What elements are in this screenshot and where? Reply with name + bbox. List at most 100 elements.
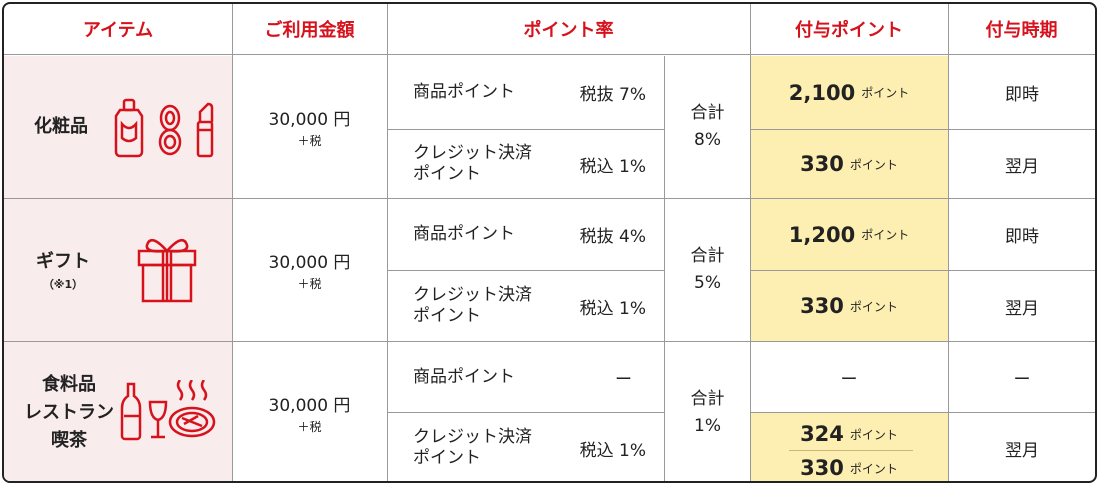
points-column-bg-row3 <box>750 412 948 481</box>
price-row3: 30,000 円 ＋税 <box>232 342 387 481</box>
points-value: 330 <box>800 152 844 176</box>
tax-label: ＋税 <box>297 134 322 148</box>
points-unit: ポイント <box>861 86 910 100</box>
timing-product-row3: ー <box>1013 369 1031 390</box>
item-bg-row3 <box>4 342 232 481</box>
divider <box>232 4 233 481</box>
timing-credit-row2: 翌月 <box>1005 298 1039 319</box>
amount: 30,000 円 <box>268 253 351 273</box>
granted-product-row2: 1,200 ポイント <box>750 199 948 270</box>
credit-point-row3: クレジット決済 ポイント 税込 1% <box>387 413 664 481</box>
header-rate: ポイント率 <box>387 4 750 55</box>
subrow-divider <box>387 412 664 413</box>
points-value: 330 <box>800 456 844 480</box>
total-label: 合計 <box>690 388 725 409</box>
credit-point-row2: クレジット決済 ポイント 税込 1% <box>387 271 664 341</box>
item-label: 化粧品 <box>34 116 88 137</box>
tax-label: ＋税 <box>297 277 322 291</box>
price-row2: 30,000 円 ＋税 <box>232 199 387 341</box>
item-bg-row2 <box>4 199 232 341</box>
product-point-row2: 商品ポイント 税抜 4% <box>387 199 664 270</box>
timing-product-row1: 即時 <box>1005 85 1039 105</box>
divider <box>948 4 949 481</box>
total-rate-row2: 合計 5% <box>665 199 750 341</box>
product-point-label: 商品ポイント <box>413 224 515 244</box>
product-point-row3: 商品ポイント ー <box>387 342 664 412</box>
timing-credit-row1: 翌月 <box>1005 156 1039 177</box>
row-divider <box>4 198 1095 199</box>
divider <box>387 4 388 481</box>
granted-credit-row2: 330 ポイント <box>750 271 948 341</box>
points-unit: ポイント <box>849 461 898 476</box>
item-label: レストラン <box>24 401 114 423</box>
points-unit: ポイント <box>849 157 898 172</box>
credit-point-rate: 税込 1% <box>579 440 646 461</box>
amount: 30,000 円 <box>268 110 351 130</box>
credit-point-rate: 税込 1% <box>579 298 646 319</box>
product-point-rate: 税抜 4% <box>579 227 646 247</box>
credit-point-label: ポイント <box>413 164 481 184</box>
row-divider <box>4 341 1095 342</box>
product-point-rate: 税抜 7% <box>579 85 646 105</box>
credit-point-label: ポイント <box>413 306 481 326</box>
item-label: ギフト <box>36 251 90 272</box>
divider <box>750 4 751 481</box>
credit-point-row1: クレジット決済 ポイント 税込 1% <box>387 130 664 198</box>
subrow-divider <box>387 129 664 130</box>
price-row1: 30,000 円 ＋税 <box>232 56 387 198</box>
item-name-row2: ギフト （※1） <box>36 199 90 341</box>
total-value: 8% <box>694 130 721 150</box>
points-value: 2,100 <box>788 80 856 105</box>
total-value: 1% <box>694 415 721 436</box>
points-unit: ポイント <box>861 228 910 242</box>
points-unit: ポイント <box>849 427 898 442</box>
header-amount: ご利用金額 <box>232 4 387 55</box>
credit-point-label: クレジット決済 <box>413 143 532 163</box>
item-label: 喫茶 <box>51 429 87 451</box>
granted-credit-row3-b: 330 ポイント <box>750 453 948 481</box>
timing-product-row2: 即時 <box>1005 227 1039 247</box>
granted-product-row3: ー <box>750 342 948 412</box>
header-timing: 付与時期 <box>948 4 1095 55</box>
granted-credit-row1: 330 ポイント <box>750 130 948 198</box>
item-note: （※1） <box>42 278 84 291</box>
divider <box>664 56 665 481</box>
credit-point-label: ポイント <box>413 448 481 468</box>
points-value: 330 <box>800 294 844 318</box>
subrow-divider <box>750 412 1095 413</box>
product-point-rate: ー <box>615 369 632 390</box>
points-value: 1,200 <box>788 222 856 247</box>
credit-point-label: クレジット決済 <box>413 285 532 305</box>
item-name-row3: 食料品 レストラン 喫茶 <box>24 342 114 481</box>
granted-product-row1: 2,100 ポイント <box>750 56 948 129</box>
item-name-row1: 化粧品 <box>34 56 88 198</box>
header-granted: 付与ポイント <box>750 4 948 55</box>
total-value: 5% <box>694 273 721 293</box>
cosmetics-icon <box>112 96 224 160</box>
granted-credit-row3-a: 324 ポイント <box>750 419 948 449</box>
points-unit: ポイント <box>849 299 898 314</box>
item-bg-row1 <box>4 56 232 198</box>
credit-point-label: クレジット決済 <box>413 427 532 447</box>
product-point-label: 商品ポイント <box>413 366 515 387</box>
product-point-label: 商品ポイント <box>413 82 515 102</box>
credit-point-rate: 税込 1% <box>579 156 646 177</box>
total-rate-row1: 合計 8% <box>665 56 750 198</box>
header-item: アイテム <box>4 4 232 55</box>
subrow-divider <box>750 270 1095 271</box>
total-label: 合計 <box>690 246 725 266</box>
food-restaurant-icon <box>120 380 232 442</box>
points-value: ー <box>840 369 858 390</box>
subrow-divider <box>387 270 664 271</box>
tax-label: ＋税 <box>297 419 322 434</box>
total-rate-row3: 合計 1% <box>665 342 750 481</box>
points-value: 324 <box>800 422 844 446</box>
timing-credit-row3: 翌月 <box>1005 440 1039 461</box>
subrow-divider <box>750 129 1095 130</box>
gift-icon <box>136 235 198 305</box>
product-point-row1: 商品ポイント 税抜 7% <box>387 56 664 129</box>
item-label: 食料品 <box>42 373 96 395</box>
amount: 30,000 円 <box>268 395 351 416</box>
points-split-line <box>789 450 913 451</box>
